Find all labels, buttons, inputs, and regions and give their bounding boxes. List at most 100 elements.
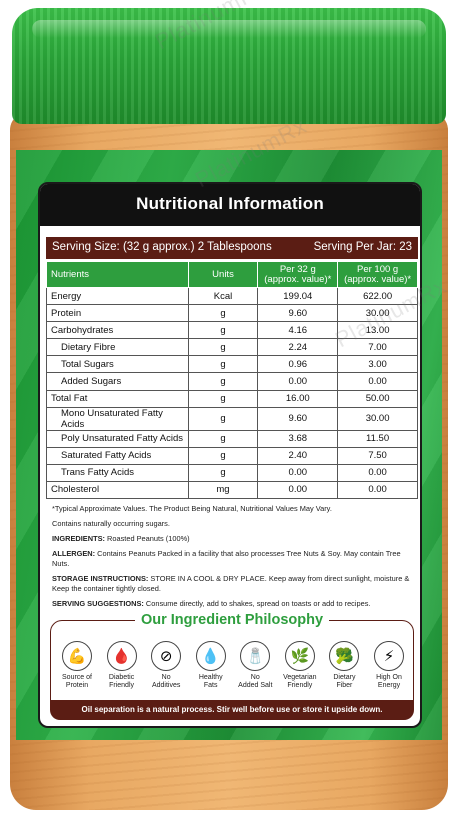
header-per-32g: Per 32 g (approx. value)*: [257, 261, 339, 288]
philosophy-icons: 💪 Source of Protein 🩸 Diabetic Friendly ⊘ No …: [55, 641, 411, 701]
table-row: Mono Unsaturated Fatty Acids g 9.60 30.00: [46, 406, 418, 431]
philosophy-label: Source of Protein: [62, 674, 92, 689]
philosophy-item: ⊘ No Additives: [144, 641, 188, 690]
philosophy-item: 🥦 Dietary Fiber: [322, 641, 366, 690]
no-additives-icon: ⊘: [151, 641, 182, 671]
nutrient-unit: g: [187, 446, 259, 465]
table-row: Saturated Fatty Acids g 2.40 7.50: [46, 446, 418, 465]
nutrient-unit: g: [187, 389, 259, 408]
value-per-100g: 3.00: [337, 355, 418, 374]
value-per-32g: 16.00: [257, 389, 339, 408]
nutrient-unit: g: [187, 338, 259, 357]
no-salt-icon: 🧂: [240, 641, 271, 671]
value-per-32g: 0.96: [257, 355, 339, 374]
nutrient-name: Carbohydrates: [46, 321, 189, 340]
nutrient-unit: mg: [187, 480, 259, 500]
value-per-100g: 0.00: [337, 463, 418, 482]
value-per-32g: 2.24: [257, 338, 339, 357]
allergen-note: ALLERGEN: Contains Peanuts Packed in a f…: [52, 549, 401, 568]
panel-title: Nutritional Information: [136, 194, 324, 213]
value-per-32g: 0.00: [257, 463, 339, 482]
nutrient-unit: g: [187, 463, 259, 482]
value-per-32g: 3.68: [257, 429, 339, 448]
nutrient-unit: g: [187, 355, 259, 374]
healthy-fats-icon: 💧: [195, 641, 226, 671]
nutrient-unit: g: [187, 304, 259, 323]
nutrient-unit: g: [187, 321, 259, 340]
nutrient-name: Saturated Fatty Acids: [46, 446, 189, 465]
value-per-100g: 0.00: [337, 480, 418, 500]
value-per-32g: 0.00: [257, 372, 339, 391]
serving-suggestions-note: SERVING SUGGESTIONS: Consume directly, a…: [52, 599, 371, 608]
nutrient-name: Protein: [46, 304, 189, 323]
value-per-100g: 7.50: [337, 446, 418, 465]
table-row: Total Sugars g 0.96 3.00: [46, 355, 418, 374]
value-per-100g: 30.00: [337, 304, 418, 323]
philosophy-item: 🧂 No Added Salt: [233, 641, 277, 690]
nutrient-unit: Kcal: [187, 286, 259, 306]
philosophy-item: 🌿 Vegetarian Friendly: [278, 641, 322, 690]
nutrient-name: Energy: [46, 286, 189, 306]
value-per-32g: 9.60: [257, 406, 339, 431]
ingredients-note: INGREDIENTS: Roasted Peanuts (100%): [52, 534, 190, 543]
storage-note: STORAGE INSTRUCTIONS: STORE IN A COOL & …: [52, 574, 410, 593]
nutrient-unit: g: [187, 406, 259, 431]
nutrient-unit: g: [187, 429, 259, 448]
value-per-32g: 199.04: [257, 286, 339, 306]
value-per-32g: 4.16: [257, 321, 339, 340]
philosophy-label: Dietary Fiber: [333, 674, 356, 689]
nutrient-name: Trans Fatty Acids: [46, 463, 189, 482]
value-per-100g: 30.00: [337, 406, 418, 431]
table-row: Dietary Fibre g 2.24 7.00: [46, 338, 418, 357]
table-row: Trans Fatty Acids g 0.00 0.00: [46, 463, 418, 482]
table-row: Total Fat g 16.00 50.00: [46, 389, 418, 408]
nutrient-name: Total Fat: [46, 389, 189, 408]
header-units: Units: [187, 261, 259, 288]
philosophy-label: No Added Salt: [238, 674, 273, 689]
serving-bar: Serving Size: (32 g approx.) 2 Tablespoo…: [46, 237, 418, 259]
value-per-100g: 13.00: [337, 321, 418, 340]
philosophy-item: ⚡ High On Energy: [367, 641, 411, 690]
label-notes: *Typical Approximate Values. The Product…: [52, 504, 414, 614]
table-row: Poly Unsaturated Fatty Acids g 3.68 11.50: [46, 429, 418, 448]
table-body: Energy Kcal 199.04 622.00 Protein g 9.60 30.00 C…: [46, 286, 418, 500]
table-row: Energy Kcal 199.04 622.00: [46, 286, 418, 306]
nutrient-name: Total Sugars: [46, 355, 189, 374]
header-nutrients: Nutrients: [46, 261, 189, 288]
glucose-meter-icon: 🩸: [106, 641, 137, 671]
philosophy-label: Vegetarian Friendly: [283, 674, 317, 689]
nutrient-name: Mono Unsaturated Fatty Acids: [46, 406, 189, 431]
sugars-note: Contains naturally occurring sugars.: [52, 519, 170, 528]
title-bar: Nutritional Information: [40, 184, 420, 226]
serving-size: Serving Size: (32 g approx.) 2 Tablespoo…: [52, 241, 272, 253]
table-header-row: Nutrients Units Per 32 g (approx. value)…: [46, 261, 418, 288]
oil-separation-note: Oil separation is a natural process. Sti…: [50, 700, 414, 720]
serving-per-jar: Serving Per Jar: 23: [313, 241, 412, 253]
nutrient-name: Poly Unsaturated Fatty Acids: [46, 429, 189, 448]
table-row: Cholesterol mg 0.00 0.00: [46, 480, 418, 500]
table-row: Added Sugars g 0.00 0.00: [46, 372, 418, 391]
dietary-fiber-icon: 🥦: [329, 641, 360, 671]
value-per-100g: 0.00: [337, 372, 418, 391]
table-row: Protein g 9.60 30.00: [46, 304, 418, 323]
nutrient-name: Cholesterol: [46, 480, 189, 500]
typical-values-note: *Typical Approximate Values. The Product…: [52, 504, 332, 513]
value-per-100g: 7.00: [337, 338, 418, 357]
muscle-icon: 💪: [62, 641, 92, 671]
table-row: Carbohydrates g 4.16 13.00: [46, 321, 418, 340]
nutrient-unit: g: [187, 372, 259, 391]
value-per-100g: 11.50: [337, 429, 418, 448]
philosophy-item: 🩸 Diabetic Friendly: [100, 641, 144, 690]
philosophy-label: Healthy Fats: [198, 674, 223, 689]
vegetarian-icon: 🌿: [284, 641, 315, 671]
value-per-100g: 622.00: [337, 286, 418, 306]
value-per-32g: 0.00: [257, 480, 339, 500]
value-per-100g: 50.00: [337, 389, 418, 408]
philosophy-title: Our Ingredient Philosophy: [134, 612, 330, 628]
philosophy-label: No Additives: [151, 674, 181, 689]
nutrient-name: Dietary Fibre: [46, 338, 189, 357]
value-per-32g: 9.60: [257, 304, 339, 323]
header-per-100g: Per 100 g (approx. value)*: [337, 261, 418, 288]
value-per-32g: 2.40: [257, 446, 339, 465]
